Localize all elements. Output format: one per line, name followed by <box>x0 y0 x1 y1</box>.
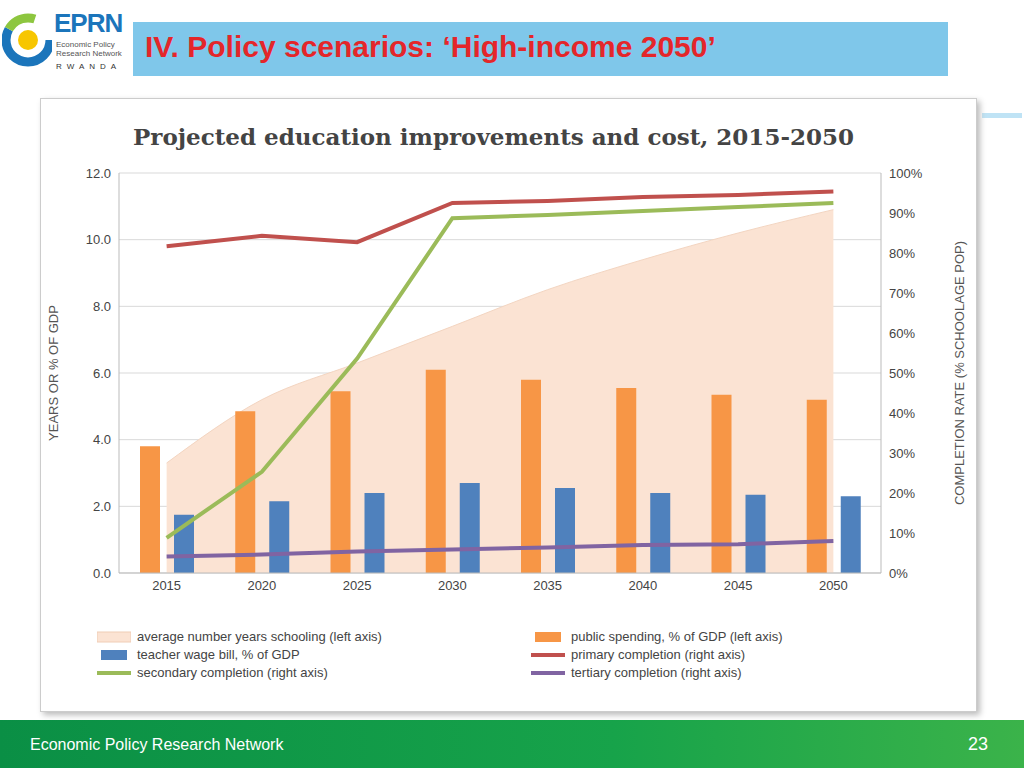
svg-text:20%: 20% <box>889 486 915 501</box>
html-text:tertiary completion (right axi: tertiary completion (right axis) <box>571 665 742 680</box>
svg-text:8.0: 8.0 <box>93 299 111 314</box>
html-text:teacher wage bill, % of GDP: teacher wage bill, % of GDP <box>137 647 300 662</box>
html-text:RWANDA: RWANDA <box>56 62 122 71</box>
svg-text:40%: 40% <box>889 406 915 421</box>
svg-text:YEARS OR % OF GDP: YEARS OR % OF GDP <box>46 305 61 441</box>
svg-text:COMPLETION RATE (% SCHOOLAGE P: COMPLETION RATE (% SCHOOLAGE POP) <box>952 241 967 505</box>
svg-text:80%: 80% <box>889 246 915 261</box>
svg-text:6.0: 6.0 <box>93 366 111 381</box>
html-text:Projected education improvemen: Projected education improvements and cos… <box>133 123 854 150</box>
svg-text:2.0: 2.0 <box>93 499 111 514</box>
svg-text:2015: 2015 <box>152 578 181 593</box>
svg-text:12.0: 12.0 <box>86 166 111 181</box>
html-text:public spending, % of GDP (lef: public spending, % of GDP (left axis) <box>571 629 783 644</box>
svg-text:2045: 2045 <box>724 578 753 593</box>
svg-text:60%: 60% <box>889 326 915 341</box>
html-text:IV. Policy scenarios: ‘High-in: IV. Policy scenarios: ‘High-income 2050’ <box>145 30 716 63</box>
svg-text:4.0: 4.0 <box>93 432 111 447</box>
svg-text:2025: 2025 <box>343 578 372 593</box>
html-text:average number years schooling: average number years schooling (left axi… <box>137 629 382 644</box>
svg-text:0.0: 0.0 <box>93 566 111 581</box>
html-text:EPRN: EPRN <box>54 8 123 38</box>
svg-text:30%: 30% <box>889 446 915 461</box>
html-text:secondary completion (right ax: secondary completion (right axis) <box>137 665 328 680</box>
html-text:primary completion (right axis: primary completion (right axis) <box>571 647 746 662</box>
svg-text:2030: 2030 <box>438 578 467 593</box>
svg-text:90%: 90% <box>889 206 915 221</box>
svg-text:100%: 100% <box>889 166 923 181</box>
svg-text:50%: 50% <box>889 366 915 381</box>
svg-text:0%: 0% <box>889 566 908 581</box>
html-text:23: 23 <box>968 734 988 754</box>
svg-text:2035: 2035 <box>533 578 562 593</box>
svg-text:10.0: 10.0 <box>86 232 111 247</box>
svg-text:2020: 2020 <box>247 578 276 593</box>
html-text:Economic Policy: Economic Policy <box>56 40 115 49</box>
html-text:Economic Policy Research Netwo: Economic Policy Research Network <box>30 736 284 753</box>
svg-text:2040: 2040 <box>628 578 657 593</box>
svg-text:70%: 70% <box>889 286 915 301</box>
svg-text:10%: 10% <box>889 526 915 541</box>
html-text:Research Network: Research Network <box>56 49 122 58</box>
svg-text:2050: 2050 <box>819 578 848 593</box>
